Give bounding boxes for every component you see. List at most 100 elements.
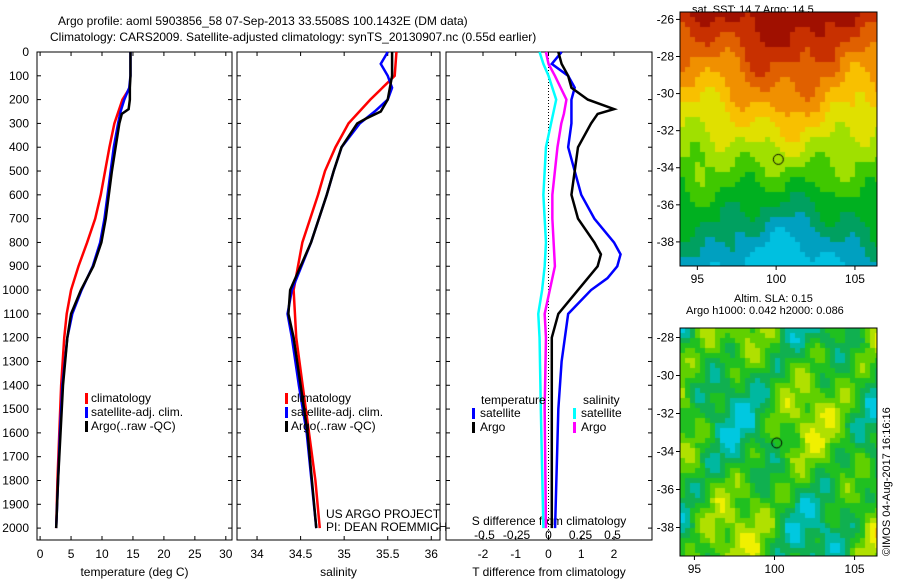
y-tick-label: 1200: [2, 331, 29, 345]
map-x-tick-label: 100: [764, 562, 784, 576]
map-frame: [679, 327, 878, 557]
map-y-tick-label: -34: [657, 445, 675, 459]
map-y-tick-label: -32: [657, 407, 675, 421]
profile-line-climatology: [54, 87, 131, 529]
y-tick-label: 700: [9, 212, 29, 226]
x-tick-label: 36: [425, 547, 439, 561]
x-tick-label: 35: [337, 547, 351, 561]
legend-swatch: [573, 408, 576, 419]
y-tick-label: 200: [9, 93, 29, 107]
legend-label: satellite: [581, 406, 622, 420]
profile-line-salinity-argo: [543, 51, 568, 529]
legend-label: climatology: [291, 391, 351, 405]
legend-label: Argo(..raw -QC): [91, 419, 176, 433]
x-tick-label: 1: [578, 547, 585, 561]
y-tick-label: 2000: [2, 521, 29, 535]
legend-swatch: [85, 407, 88, 418]
y-tick-label: 400: [9, 140, 29, 154]
legend-label: Argo(..raw -QC): [291, 419, 376, 433]
legend-swatch: [85, 393, 88, 404]
x2-tick-label: 0: [545, 528, 552, 542]
legend-swatch: [285, 393, 288, 404]
x-tick-label: 10: [95, 547, 109, 561]
legend-title-temperature: temperature: [481, 393, 546, 407]
legend-title-salinity: salinity: [583, 393, 620, 407]
x-axis-label: salinity: [320, 565, 357, 579]
legend-label: Argo: [581, 420, 607, 434]
map-y-tick-label: -36: [657, 483, 675, 497]
x-tick-label: 2: [611, 547, 618, 561]
x-axis-label: T difference from climatology: [472, 565, 626, 579]
legend-swatch: [472, 408, 475, 419]
x-axis-label: temperature (deg C): [80, 565, 188, 579]
y-tick-label: 1900: [2, 497, 29, 511]
panel-frame: [236, 51, 441, 541]
legend-label: satellite: [480, 406, 521, 420]
sla-map: [680, 328, 877, 556]
map-y-tick-label: -30: [657, 87, 675, 101]
y-tick-label: 800: [9, 235, 29, 249]
map-y-tick-label: -28: [657, 331, 675, 345]
map-y-tick-label: -28: [657, 49, 675, 63]
map-y-tick-label: -36: [657, 198, 675, 212]
legend-label: Argo: [480, 420, 506, 434]
x-tick-label: -2: [478, 547, 489, 561]
map-y-tick-label: -38: [657, 521, 675, 535]
x2-axis-label: S difference from climatology: [472, 514, 627, 528]
profile-line-satellite-adj-clim-: [286, 51, 394, 529]
profile-line-argo-raw-qc-: [287, 52, 394, 529]
y-tick-label: 1600: [2, 426, 29, 440]
x-tick-label: 20: [157, 547, 171, 561]
x2-tick-label: 0.25: [569, 528, 593, 542]
project-label: US ARGO PROJECT: [326, 507, 441, 521]
map-x-tick-label: 95: [688, 562, 702, 576]
legend-label: climatology: [91, 391, 151, 405]
profile-line-temperature-argo: [550, 51, 619, 529]
y-tick-label: 600: [9, 188, 29, 202]
x-tick-label: -1: [510, 547, 521, 561]
profile-line-salinity-satellite: [537, 51, 558, 529]
pi-label: PI: DEAN ROEMMICH: [326, 520, 448, 534]
map-x-tick-label: 95: [691, 272, 705, 286]
map-y-tick-label: -38: [657, 235, 675, 249]
y-tick-label: 1700: [2, 450, 29, 464]
map-frame: [679, 11, 878, 267]
x-tick-label: 15: [126, 547, 140, 561]
y-tick-label: 1300: [2, 354, 29, 368]
y-tick-label: 1800: [2, 473, 29, 487]
map-x-tick-label: 105: [845, 562, 865, 576]
y-tick-label: 1000: [2, 283, 29, 297]
profile-line-climatology: [292, 51, 398, 529]
x-tick-label: 30: [219, 547, 233, 561]
map-y-tick-label: -26: [657, 12, 675, 26]
legend-swatch: [472, 422, 475, 433]
panel-frame: [36, 51, 233, 541]
x-tick-label: 0: [37, 547, 44, 561]
legend-swatch: [285, 421, 288, 432]
x-tick-label: 34: [250, 547, 264, 561]
x-tick-label: 25: [188, 547, 202, 561]
x-tick-label: 35.5: [376, 547, 400, 561]
y-tick-label: 900: [9, 259, 29, 273]
map-x-tick-label: 105: [845, 272, 865, 286]
map-y-tick-label: -30: [657, 369, 675, 383]
y-tick-label: 300: [9, 116, 29, 130]
y-tick-label: 1400: [2, 378, 29, 392]
map-x-tick-label: 100: [766, 272, 786, 286]
legend-label: satellite-adj. clim.: [91, 405, 183, 419]
sla-map-title: Altim. SLA: 0.15: [734, 293, 813, 305]
map-y-tick-label: -32: [657, 124, 675, 138]
sst-map: [680, 12, 877, 266]
y-tick-label: 1500: [2, 402, 29, 416]
x2-tick-label: -0.25: [503, 528, 531, 542]
map-y-tick-label: -34: [657, 161, 675, 175]
sla-map-subtitle: Argo h1000: 0.042 h2000: 0.086: [686, 305, 844, 317]
legend-swatch: [285, 407, 288, 418]
y-tick-label: 100: [9, 69, 29, 83]
x2-tick-label: 0.5: [604, 528, 621, 542]
legend-swatch: [573, 422, 576, 433]
profile-line-argo-raw-qc-: [54, 52, 132, 529]
title-line-2: Climatology: CARS2009. Satellite-adjuste…: [50, 30, 537, 44]
